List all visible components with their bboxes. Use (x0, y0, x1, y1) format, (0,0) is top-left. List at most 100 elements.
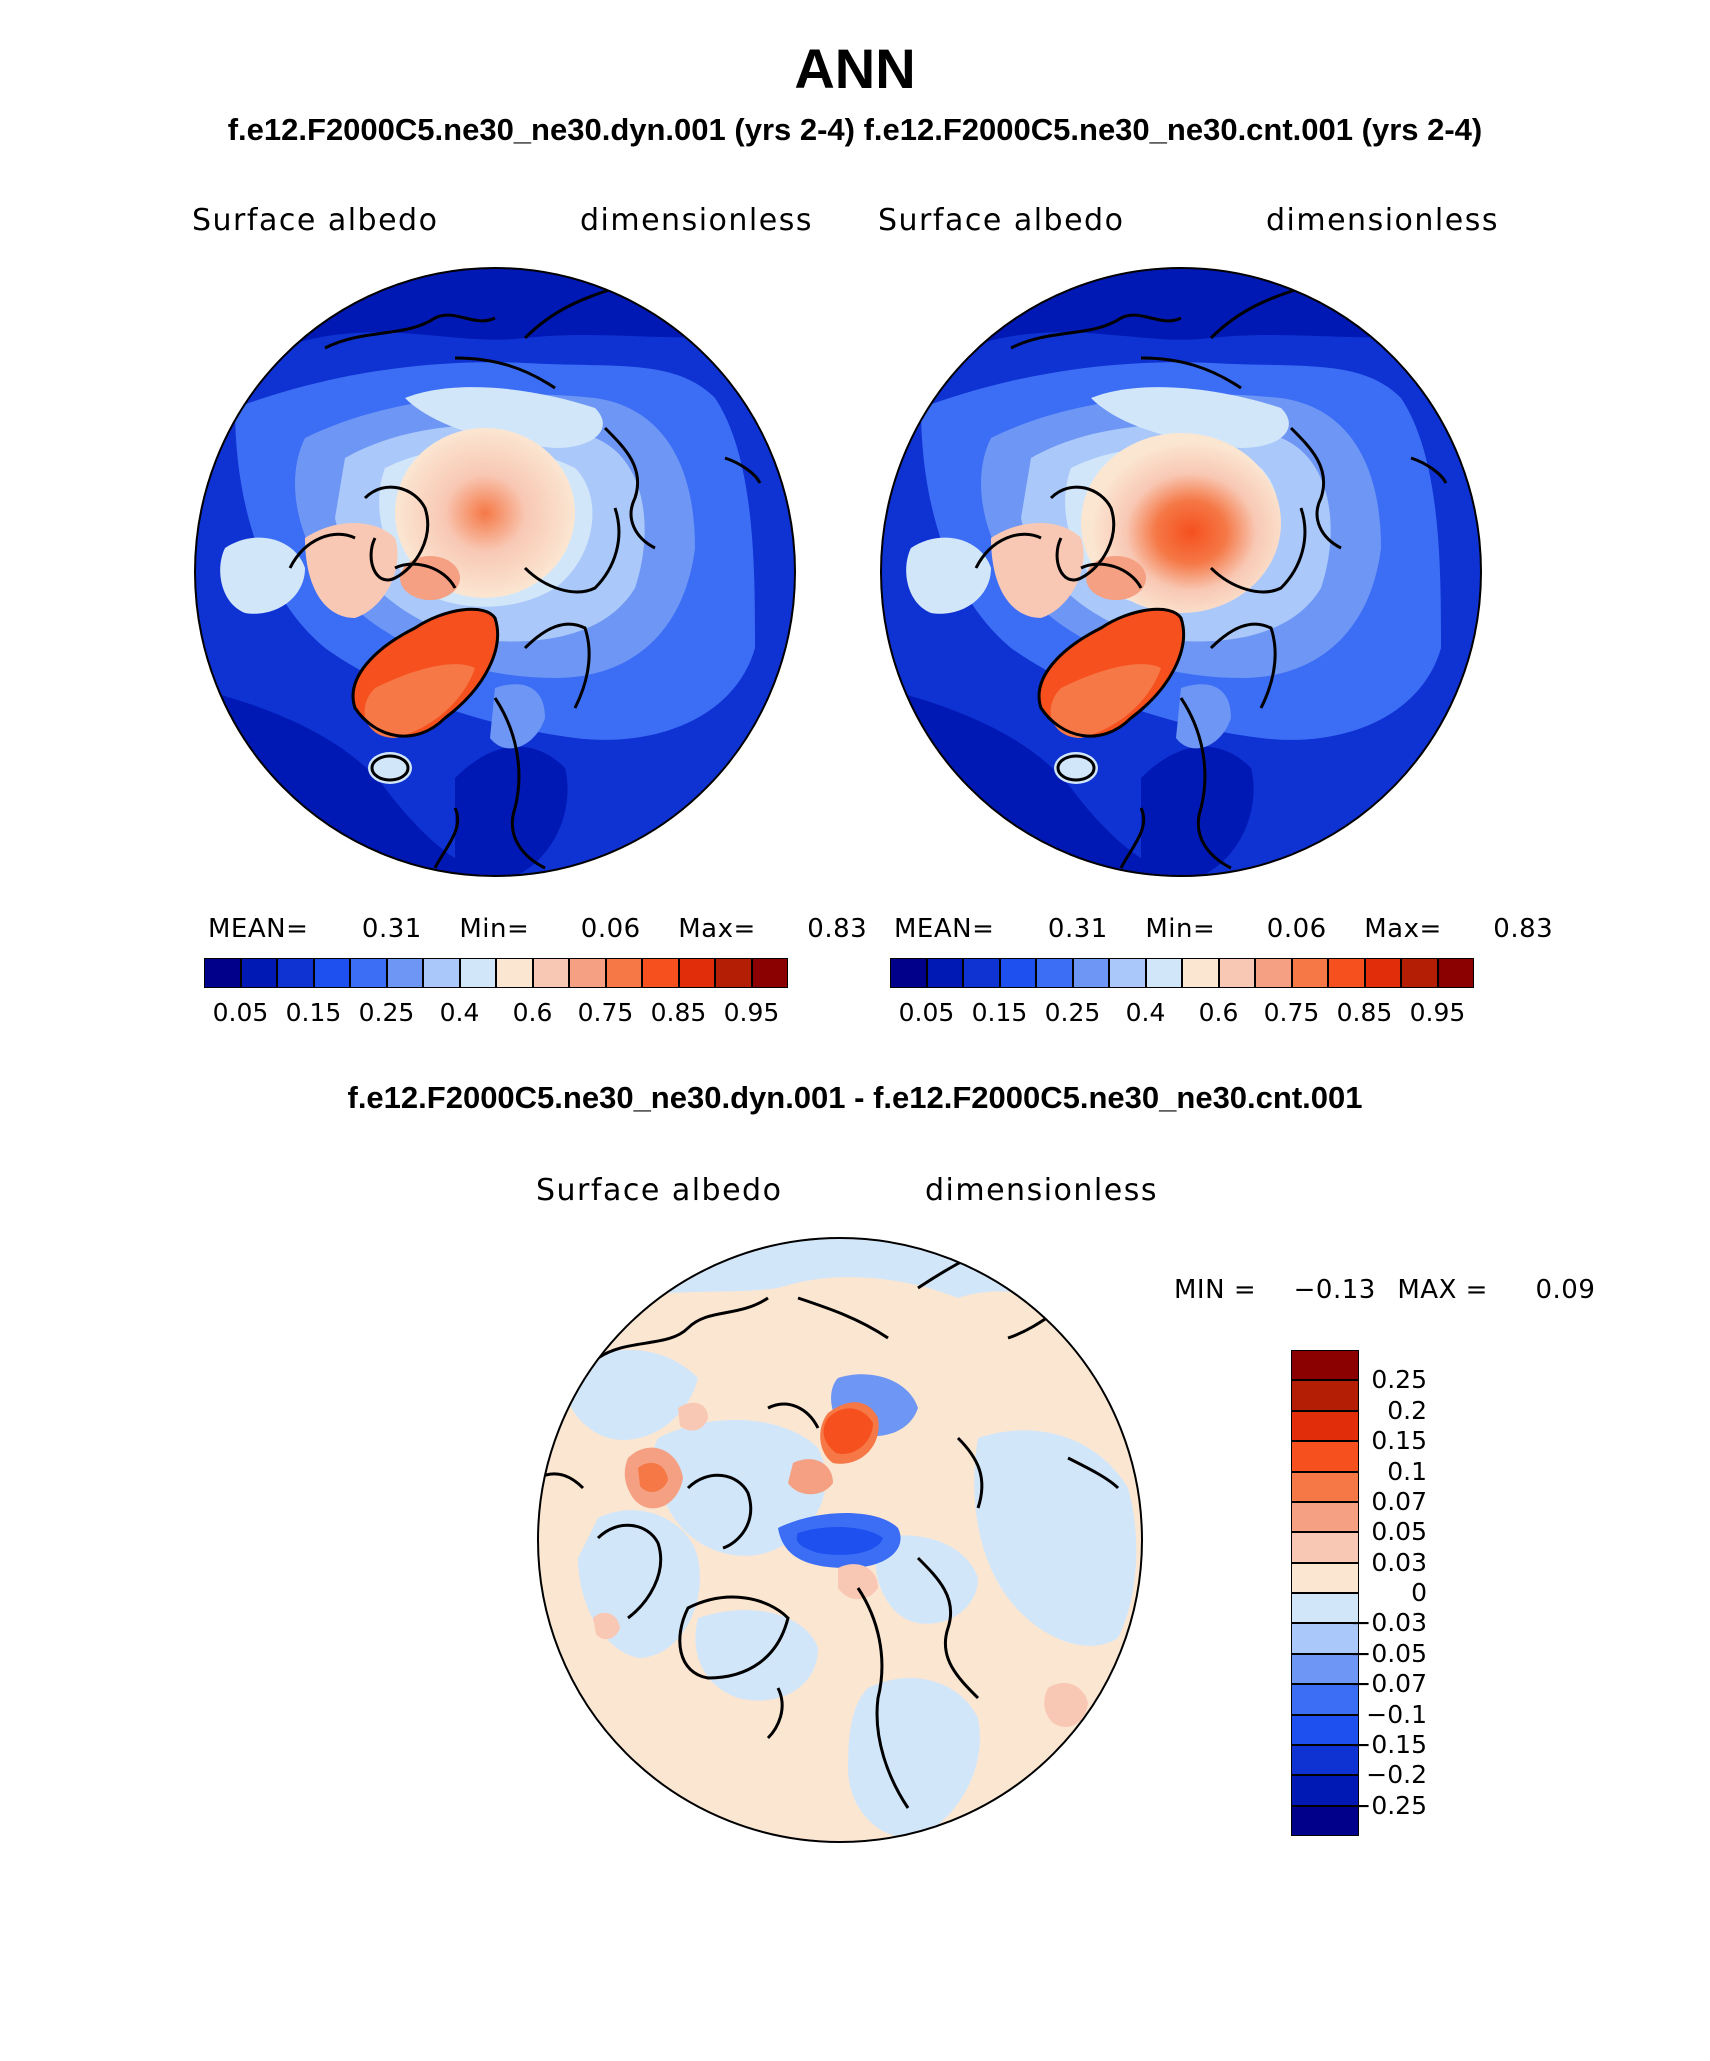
panel1-polar-map (194, 267, 796, 877)
colorbar-swatch (1437, 958, 1474, 988)
colorbar-swatch (1291, 1714, 1359, 1745)
colorbar-tick-label: 0.6 (1198, 998, 1239, 1027)
colorbar-tick-label: 0.15 (1371, 1426, 1427, 1456)
max-value: 0.83 (807, 914, 868, 944)
colorbar-tick-label: 0.95 (723, 998, 780, 1027)
colorbar-swatch (1291, 1684, 1359, 1715)
panel2-colorbar-labels: 0.05 0.15 0.25 0.4 0.6 0.75 0.85 0.95 (890, 998, 1474, 1028)
main-title: ANN (794, 37, 916, 100)
colorbar-swatch (715, 958, 752, 988)
difference-colorbar-labels: 0.25 0.2 0.15 0.1 0.07 0.05 0.03 0 −0.03 −0.05 −0.… (1345, 1350, 1445, 1836)
colorbar-swatch (1182, 958, 1219, 988)
colorbar-tick-label: 0.4 (439, 998, 480, 1027)
colorbar-swatch (890, 958, 927, 988)
colorbar-swatch (240, 958, 277, 988)
difference-polar-map (537, 1237, 1143, 1843)
diff-max-value: 0.09 (1535, 1275, 1596, 1305)
max-label: Max= (678, 914, 756, 944)
colorbar-swatch (1328, 958, 1365, 988)
panel1-colorbar-labels: 0.05 0.15 0.25 0.4 0.6 0.75 0.85 0.95 (204, 998, 788, 1028)
colorbar-tick-label: −0.05 (1350, 1638, 1427, 1668)
panel1-units-label: dimensionless (580, 203, 813, 238)
min-label: Min= (459, 914, 530, 944)
colorbar-tick-label: 0.85 (1336, 998, 1393, 1027)
colorbar-swatch (1109, 958, 1146, 988)
colorbar-swatch (1291, 1471, 1359, 1502)
colorbar-tick-label: 0.75 (577, 998, 634, 1027)
colorbar-swatch (605, 958, 642, 988)
colorbar-swatch (386, 958, 423, 988)
diff-min-value: −0.13 (1293, 1275, 1376, 1305)
min-value: 0.06 (580, 914, 641, 944)
colorbar-swatch (569, 958, 606, 988)
colorbar-tick-label: 0.05 (1371, 1517, 1427, 1547)
panel1-variable-label: Surface albedo (192, 203, 439, 238)
colorbar-swatch (1291, 1623, 1359, 1654)
colorbar-tick-label: 0.15 (971, 998, 1028, 1027)
colorbar-tick-label: −0.25 (1350, 1790, 1427, 1820)
colorbar-tick-label: 0.05 (212, 998, 269, 1027)
colorbar-swatch (1364, 958, 1401, 988)
colorbar-swatch (642, 958, 679, 988)
colorbar-swatch (1145, 958, 1182, 988)
colorbar-tick-label: 0.6 (512, 998, 553, 1027)
colorbar-swatch (1255, 958, 1292, 988)
colorbar-swatch (1291, 1562, 1359, 1593)
colorbar-swatch (532, 958, 569, 988)
colorbar-swatch (204, 958, 241, 988)
colorbar-swatch (313, 958, 350, 988)
panel2-polar-map (880, 267, 1482, 877)
colorbar-swatch (1401, 958, 1438, 988)
case-subtitle: f.e12.F2000C5.ne30_ne30.dyn.001 (yrs 2-4… (227, 112, 1483, 147)
colorbar-tick-label: 0.03 (1371, 1547, 1427, 1577)
panel2-colorbar (890, 958, 1474, 988)
colorbar-tick-label: 0.85 (650, 998, 707, 1027)
colorbar-tick-label: 0.2 (1387, 1395, 1427, 1425)
colorbar-swatch (1291, 1593, 1359, 1624)
colorbar-swatch (1291, 1380, 1359, 1411)
colorbar-swatch (1291, 958, 1328, 988)
panel2-variable-label: Surface albedo (878, 203, 1125, 238)
diff-max-label: MAX = (1397, 1275, 1488, 1305)
mean-label: MEAN= (894, 914, 995, 944)
colorbar-swatch (1291, 1653, 1359, 1685)
colorbar-tick-label: 0.07 (1371, 1486, 1427, 1516)
colorbar-tick-label: 0.1 (1387, 1456, 1427, 1486)
colorbar-tick-label: 0 (1411, 1578, 1427, 1607)
colorbar-swatch (1291, 1775, 1359, 1806)
panel2-units-label: dimensionless (1266, 203, 1499, 238)
colorbar-swatch (1072, 958, 1109, 988)
mean-label: MEAN= (208, 914, 309, 944)
colorbar-swatch (350, 958, 387, 988)
colorbar-swatch (1291, 1532, 1359, 1563)
colorbar-tick-label: 0.4 (1125, 998, 1166, 1027)
colorbar-tick-label: 0.75 (1263, 998, 1320, 1027)
panel1-colorbar (204, 958, 788, 988)
colorbar-tick-label: −0.15 (1350, 1729, 1427, 1759)
colorbar-tick-label: 0.25 (358, 998, 415, 1027)
colorbar-swatch (751, 958, 788, 988)
colorbar-tick-label: 0.15 (285, 998, 342, 1027)
difference-title: f.e12.F2000C5.ne30_ne30.dyn.001 - f.e12.… (347, 1080, 1363, 1115)
colorbar-swatch (1291, 1441, 1359, 1472)
colorbar-tick-label: −0.07 (1350, 1669, 1427, 1699)
colorbar-swatch (926, 958, 963, 988)
max-label: Max= (1364, 914, 1442, 944)
diff-variable-label: Surface albedo (536, 1173, 783, 1208)
colorbar-swatch (1291, 1410, 1359, 1442)
colorbar-swatch (963, 958, 1000, 988)
difference-colorbar (1291, 1350, 1359, 1836)
colorbar-tick-label: 0.05 (898, 998, 955, 1027)
min-value: 0.06 (1266, 914, 1327, 944)
colorbar-swatch (423, 958, 460, 988)
colorbar-swatch (496, 958, 533, 988)
colorbar-tick-label: 0.95 (1409, 998, 1466, 1027)
colorbar-swatch (1291, 1805, 1359, 1836)
min-label: Min= (1145, 914, 1216, 944)
mean-value: 0.31 (361, 914, 422, 944)
colorbar-swatch (1291, 1350, 1359, 1381)
colorbar-swatch (999, 958, 1036, 988)
diff-stats: MIN = −0.13 MAX = 0.09 (1174, 1275, 1595, 1305)
diff-min-label: MIN = (1174, 1275, 1257, 1305)
colorbar-swatch (1291, 1501, 1359, 1533)
